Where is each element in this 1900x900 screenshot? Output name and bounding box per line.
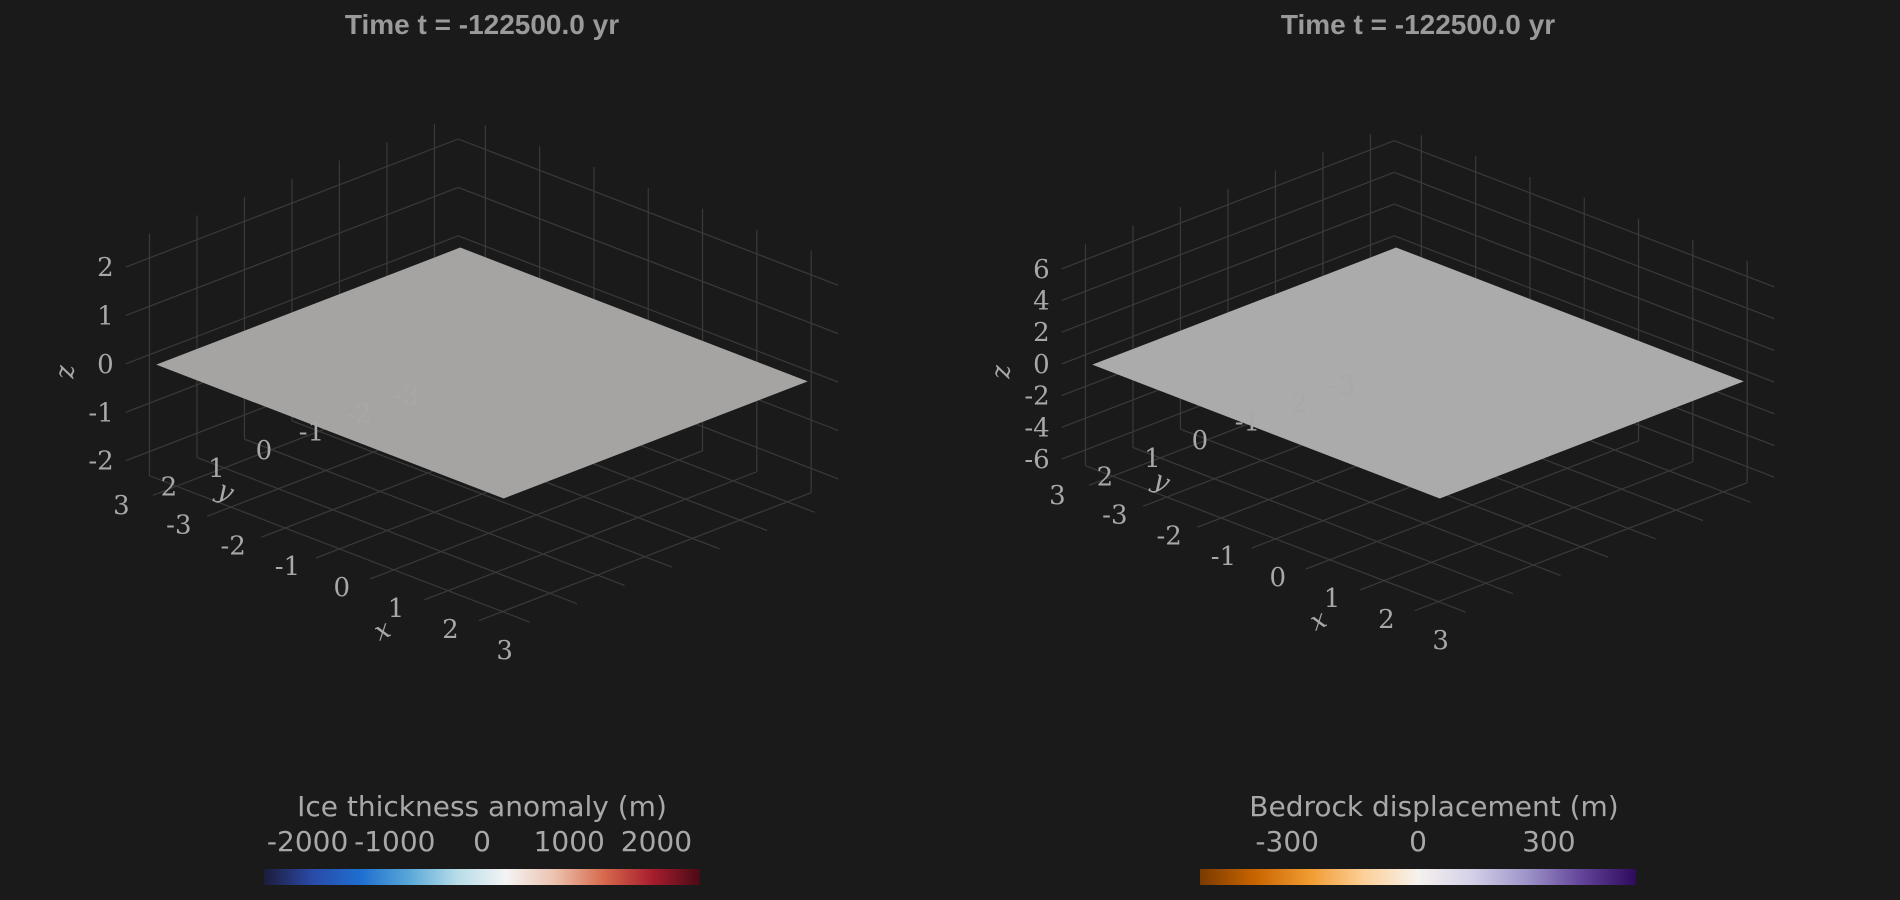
z-tick-label: -4 xyxy=(1024,413,1049,443)
z-tick-label: 2 xyxy=(97,253,114,283)
colorbar-tick-label: 0 xyxy=(473,825,491,858)
y-tick-label: 3 xyxy=(1049,481,1066,511)
y-tick-label: 2 xyxy=(1097,462,1114,492)
z-tick-label: 0 xyxy=(1033,350,1050,380)
surface xyxy=(156,247,808,499)
wall-gridline-z xyxy=(1061,171,1395,302)
wall-gridline-z xyxy=(457,186,839,335)
wall-gridline-z xyxy=(1393,171,1775,320)
colorbar-tick-label: -1000 xyxy=(354,825,435,858)
x-tick-label: 0 xyxy=(333,573,350,603)
wall-gridline-z xyxy=(1393,140,1775,288)
y-tick-label: 1 xyxy=(208,454,225,484)
colorbar-tick-label: -300 xyxy=(1255,825,1319,858)
colorbar-label: Ice thickness anomaly (m) xyxy=(297,790,667,823)
x-tick-label: -1 xyxy=(1211,542,1236,572)
x-tick-label: -2 xyxy=(220,531,245,561)
z-axis-label: z xyxy=(51,365,81,380)
floor-gridline-y xyxy=(149,475,530,623)
x-tick-label: 3 xyxy=(1432,626,1449,656)
colorbar: -2000 -1000 0 1000 2000 xyxy=(264,825,700,885)
wall-gridline-z xyxy=(125,235,459,365)
panel-title: Time t = -122500.0 yr xyxy=(1281,9,1555,40)
y-tick-label: -1 xyxy=(1235,408,1260,438)
y-tick-label: -2 xyxy=(1282,389,1307,419)
colorbar-label: Bedrock displacement (m) xyxy=(1249,790,1618,823)
y-tick-label: 0 xyxy=(1192,426,1209,456)
x-tick-label: 2 xyxy=(1378,605,1395,635)
x-tick-label: -3 xyxy=(166,510,191,540)
y-tick-label: 3 xyxy=(113,491,130,521)
y-tick-label: 2 xyxy=(161,472,178,502)
floor-gridline-y xyxy=(1085,465,1466,613)
floor-gridline-y xyxy=(291,420,673,568)
x-tick-label: 1 xyxy=(1324,584,1341,614)
colorbar-gradient xyxy=(1200,869,1636,885)
x-tick-label: -3 xyxy=(1102,500,1127,530)
wall-gridline-z xyxy=(125,138,459,268)
x-tick-label: 1 xyxy=(388,594,405,624)
floor-gridline-y xyxy=(196,456,578,605)
y-tick-label: 1 xyxy=(1144,444,1161,474)
x-tick-label: 0 xyxy=(1269,563,1286,593)
floor-gridline-y xyxy=(244,438,625,587)
panel-bedrock-displacement: Time t = -122500.0 yr -3-2-10123-3-2-101… xyxy=(987,9,1775,885)
wall-gridline-z xyxy=(457,138,839,286)
surface xyxy=(1092,247,1744,499)
wall-gridline-z xyxy=(1061,140,1395,270)
wall-gridline-z xyxy=(1393,235,1775,383)
z-tick-label: -6 xyxy=(1024,445,1049,475)
wall-gridline-z xyxy=(1061,203,1395,333)
z-tick-label: 2 xyxy=(1033,318,1050,348)
z-tick-label: 0 xyxy=(97,350,114,380)
floor-gridline-y xyxy=(1132,446,1514,595)
colorbar-gradient xyxy=(264,869,700,885)
wall-gridline-z xyxy=(1393,203,1775,351)
z-tick-label: -1 xyxy=(88,398,113,428)
y-tick-label: -2 xyxy=(346,399,371,429)
z-axis-label: z xyxy=(987,365,1017,380)
z-tick-label: 6 xyxy=(1033,255,1050,285)
panel-ice-thickness: Time t = -122500.0 yr -3-2-10123-3-2-101… xyxy=(51,9,839,885)
z-tick-label: -2 xyxy=(1024,382,1049,412)
x-tick-label: -2 xyxy=(1156,521,1181,551)
y-tick-label: -3 xyxy=(1330,371,1355,401)
wall-gridline-z xyxy=(1061,235,1395,365)
panel-title: Time t = -122500.0 yr xyxy=(345,9,619,40)
x-tick-label: 2 xyxy=(442,615,459,645)
y-tick-label: -3 xyxy=(394,381,419,411)
z-tick-label: 4 xyxy=(1033,286,1050,316)
y-tick-label: -1 xyxy=(299,418,324,448)
colorbar: -300 0 300 xyxy=(1200,825,1636,885)
colorbar-tick-label: 2000 xyxy=(621,825,692,858)
wall-gridline-z xyxy=(125,186,459,317)
colorbar-tick-label: -2000 xyxy=(267,825,348,858)
x-tick-label: 3 xyxy=(496,636,513,666)
z-tick-label: 1 xyxy=(97,302,114,332)
y-tick-label: 0 xyxy=(256,436,273,466)
colorbar-tick-label: 1000 xyxy=(534,825,605,858)
floor-gridline-y xyxy=(1180,428,1561,577)
colorbar-tick-label: 0 xyxy=(1409,825,1427,858)
wall-gridline-z xyxy=(457,235,839,383)
x-tick-label: -1 xyxy=(275,552,300,582)
z-tick-label: -2 xyxy=(88,447,113,477)
colorbar-tick-label: 300 xyxy=(1522,825,1575,858)
